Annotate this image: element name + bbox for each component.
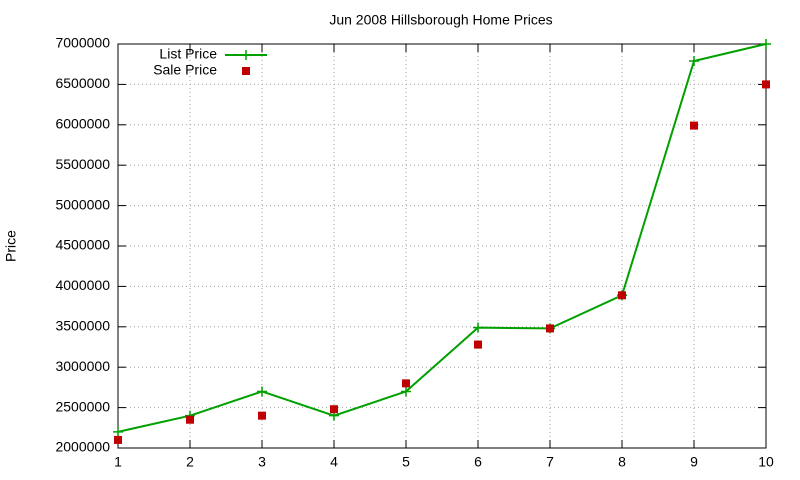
data-point — [690, 121, 698, 130]
y-tick-label: 5500000 — [55, 156, 110, 172]
legend-label: Sale Price — [153, 62, 217, 78]
x-tick-label: 8 — [618, 454, 626, 470]
data-point — [618, 291, 626, 300]
x-tick-label: 7 — [546, 454, 554, 470]
data-point — [401, 386, 411, 397]
y-tick-label: 2500000 — [55, 398, 110, 414]
y-tick-label: 6500000 — [55, 75, 110, 91]
y-tick-label: 4500000 — [55, 237, 110, 253]
y-axis-label: Price — [3, 230, 19, 262]
data-point — [474, 340, 482, 349]
series-line — [117, 43, 767, 433]
data-point — [258, 411, 266, 420]
data-point — [473, 322, 483, 333]
legend-marker — [241, 50, 251, 60]
data-point — [402, 379, 410, 388]
x-tick-label: 5 — [402, 454, 410, 470]
plot-border — [117, 43, 767, 449]
x-tick-label: 4 — [330, 454, 338, 470]
data-point — [761, 39, 771, 49]
data-point — [689, 55, 699, 66]
data-point — [546, 324, 554, 333]
x-tick-label: 2 — [186, 454, 194, 470]
legend-label: List Price — [159, 46, 217, 62]
x-tick-label: 6 — [474, 454, 482, 470]
data-point — [114, 435, 122, 444]
data-point — [113, 426, 123, 437]
data-point — [257, 386, 267, 397]
x-tick-label: 3 — [258, 454, 266, 470]
y-tick-label: 3000000 — [55, 358, 110, 374]
x-tick-label: 10 — [758, 454, 774, 470]
x-tick-label: 1 — [114, 454, 122, 470]
legend-marker — [242, 67, 250, 75]
y-tick-label: 2000000 — [55, 439, 110, 455]
y-tick-label: 4000000 — [55, 277, 110, 293]
y-tick-label: 3500000 — [55, 318, 110, 334]
data-point — [762, 80, 770, 89]
x-tick-label: 9 — [690, 454, 698, 470]
y-tick-label: 7000000 — [55, 35, 110, 51]
data-point — [330, 405, 338, 414]
y-tick-label: 6000000 — [55, 116, 110, 132]
chart-title: Jun 2008 Hillsborough Home Prices — [329, 12, 552, 28]
data-point — [186, 415, 194, 424]
y-tick-label: 5000000 — [55, 196, 110, 212]
